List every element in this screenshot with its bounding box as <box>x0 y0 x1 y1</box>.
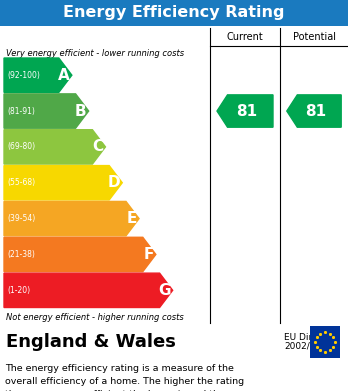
Text: A: A <box>58 68 70 83</box>
Text: Potential: Potential <box>293 32 335 42</box>
Polygon shape <box>4 94 89 128</box>
Text: G: G <box>158 283 171 298</box>
Bar <box>0 28 348 323</box>
Polygon shape <box>287 95 341 127</box>
Text: 81: 81 <box>305 104 326 118</box>
Text: 2002/91/EC: 2002/91/EC <box>284 341 336 350</box>
Text: The energy efficiency rating is a measure of the
overall efficiency of a home. T: The energy efficiency rating is a measur… <box>5 364 244 391</box>
Text: (55-68): (55-68) <box>7 178 35 187</box>
Text: England & Wales: England & Wales <box>6 333 176 351</box>
Text: F: F <box>143 247 154 262</box>
Text: (39-54): (39-54) <box>7 214 35 223</box>
Bar <box>310 326 340 358</box>
Text: Very energy efficient - lower running costs: Very energy efficient - lower running co… <box>6 49 184 58</box>
Text: Not energy efficient - higher running costs: Not energy efficient - higher running co… <box>6 313 184 322</box>
Text: (81-91): (81-91) <box>7 106 35 115</box>
Polygon shape <box>4 165 122 200</box>
Text: (21-38): (21-38) <box>7 250 35 259</box>
Text: D: D <box>108 175 120 190</box>
Text: E: E <box>127 211 137 226</box>
Polygon shape <box>4 273 173 307</box>
Text: C: C <box>92 140 103 154</box>
Text: (1-20): (1-20) <box>7 286 30 295</box>
Bar <box>0 0 348 26</box>
Polygon shape <box>4 130 105 164</box>
Polygon shape <box>4 201 139 236</box>
Polygon shape <box>4 237 156 272</box>
Polygon shape <box>217 95 273 127</box>
Text: B: B <box>75 104 87 118</box>
Polygon shape <box>4 58 72 92</box>
Text: (69-80): (69-80) <box>7 142 35 151</box>
Text: Energy Efficiency Rating: Energy Efficiency Rating <box>63 5 285 20</box>
Text: EU Directive: EU Directive <box>284 334 340 343</box>
Bar <box>0 323 348 361</box>
Text: 81: 81 <box>236 104 257 118</box>
Text: Current: Current <box>227 32 263 42</box>
Text: (92-100): (92-100) <box>7 71 40 80</box>
